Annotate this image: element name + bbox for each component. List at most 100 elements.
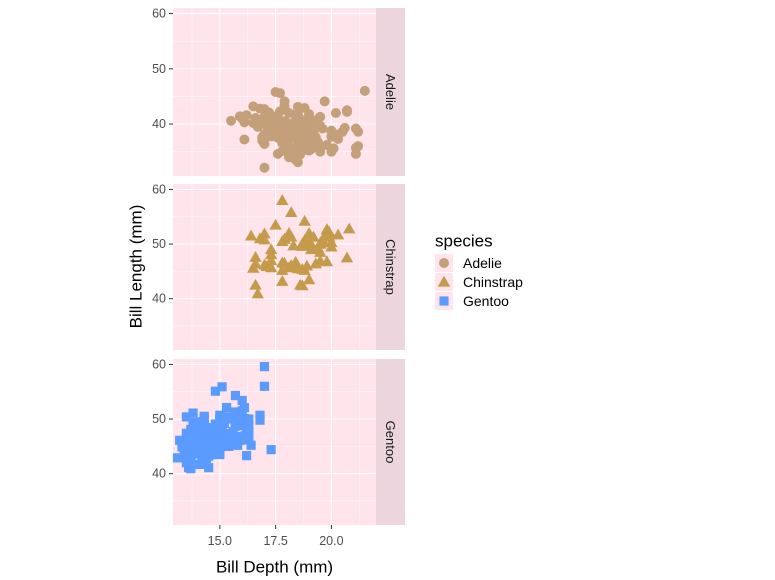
- data-point-gentoo: [181, 412, 191, 422]
- data-point-adelie: [330, 108, 341, 118]
- data-point-chinstrap: [264, 261, 278, 273]
- data-point-chinstrap: [269, 218, 282, 230]
- data-point-chinstrap: [293, 278, 307, 290]
- data-point-gentoo: [239, 402, 249, 413]
- data-point-chinstrap: [340, 251, 354, 263]
- y-tick-label: 40: [152, 467, 166, 481]
- y-tick-label: 50: [152, 412, 166, 426]
- data-point-gentoo: [235, 435, 245, 445]
- data-point-gentoo: [224, 435, 234, 445]
- data-point-gentoo: [181, 428, 191, 438]
- data-point-gentoo: [255, 415, 265, 425]
- data-point-adelie: [308, 127, 319, 138]
- data-point-chinstrap: [276, 274, 289, 286]
- data-point-adelie: [304, 145, 315, 156]
- data-point-chinstrap: [276, 194, 289, 206]
- data-point-gentoo: [188, 417, 198, 427]
- data-point-gentoo: [237, 395, 247, 406]
- data-point-chinstrap: [258, 258, 271, 270]
- facet-strip: [376, 184, 405, 350]
- data-point-adelie: [239, 134, 250, 145]
- data-point-adelie: [292, 157, 303, 168]
- data-point-chinstrap: [249, 250, 262, 262]
- facet-panel-adelie: Adelie: [173, 8, 405, 176]
- data-point-adelie: [292, 101, 303, 112]
- x-tick-label: 17.5: [263, 534, 287, 548]
- data-point-gentoo: [208, 423, 218, 433]
- data-point-gentoo: [221, 402, 232, 413]
- data-point-chinstrap: [322, 225, 336, 237]
- x-tick-label: 20.0: [319, 534, 343, 548]
- data-point-adelie: [315, 111, 326, 122]
- data-point-chinstrap: [276, 264, 289, 275]
- data-point-chinstrap: [302, 236, 316, 248]
- data-point-gentoo: [210, 428, 220, 438]
- data-point-adelie: [263, 117, 274, 128]
- y-axis: 40 50 60 40 50 60 40 50 60 Bill Length (mm): [127, 7, 173, 481]
- data-point-adelie: [315, 120, 326, 131]
- data-point-chinstrap: [249, 278, 262, 290]
- data-point-gentoo: [199, 411, 209, 421]
- data-point-gentoo: [259, 362, 270, 372]
- data-point-gentoo: [213, 433, 223, 443]
- y-tick-label: 60: [152, 357, 166, 371]
- data-point-adelie: [359, 85, 370, 96]
- facet-strip-label: Adelie: [383, 74, 398, 110]
- data-point-gentoo: [233, 440, 243, 450]
- data-point-chinstrap: [298, 264, 311, 275]
- data-point-gentoo: [199, 421, 209, 431]
- data-point-gentoo: [228, 427, 238, 437]
- data-point-gentoo: [181, 433, 191, 443]
- facet-strip-label: Chinstrap: [383, 239, 398, 295]
- data-point-gentoo: [246, 440, 256, 450]
- data-point-adelie: [290, 123, 301, 134]
- data-point-adelie: [284, 152, 294, 163]
- data-point-adelie: [337, 126, 348, 137]
- facet-panel-chinstrap: Chinstrap: [173, 184, 405, 350]
- data-point-gentoo: [233, 412, 243, 422]
- data-point-gentoo: [217, 417, 227, 427]
- data-point-gentoo: [177, 442, 187, 452]
- data-point-adelie: [284, 141, 294, 152]
- data-point-adelie: [279, 96, 290, 107]
- data-point-gentoo: [239, 413, 249, 424]
- data-point-gentoo: [204, 440, 214, 450]
- data-point-adelie: [259, 162, 270, 173]
- data-point-chinstrap: [296, 240, 309, 251]
- data-point-gentoo: [230, 417, 241, 427]
- data-point-gentoo: [188, 408, 198, 418]
- data-point-adelie: [261, 131, 272, 142]
- data-point-gentoo: [221, 412, 232, 422]
- data-point-chinstrap: [343, 222, 356, 234]
- data-point-gentoo: [255, 410, 265, 420]
- facet-strip: [376, 359, 405, 525]
- data-point-adelie: [292, 141, 303, 152]
- facet-strip: [376, 8, 405, 176]
- data-point-adelie: [226, 115, 236, 126]
- data-point-gentoo: [210, 386, 220, 396]
- data-point-chinstrap: [258, 233, 271, 245]
- data-point-adelie: [328, 143, 339, 154]
- data-point-chinstrap: [331, 228, 345, 240]
- data-point-gentoo: [230, 407, 241, 417]
- data-point-chinstrap: [298, 214, 311, 226]
- data-point-gentoo: [197, 448, 207, 458]
- data-point-chinstrap: [247, 261, 260, 273]
- y-axis-title: Bill Length (mm): [127, 205, 146, 329]
- data-point-gentoo: [215, 447, 225, 457]
- data-point-chinstrap: [320, 255, 334, 267]
- y-tick-label: 50: [152, 237, 166, 251]
- data-point-gentoo: [242, 451, 252, 461]
- facet-panels: Adelie Chinstrap Gentoo: [172, 8, 405, 525]
- data-point-adelie: [281, 124, 292, 135]
- y-tick-label: 50: [152, 62, 166, 76]
- legend-label: Gentoo: [463, 293, 509, 309]
- data-point-chinstrap: [314, 236, 327, 248]
- data-point-gentoo: [206, 433, 216, 443]
- x-tick-label: 15.0: [208, 534, 232, 548]
- legend-label: Chinstrap: [463, 274, 523, 290]
- data-point-gentoo: [192, 440, 203, 450]
- legend-label: Adelie: [463, 255, 502, 271]
